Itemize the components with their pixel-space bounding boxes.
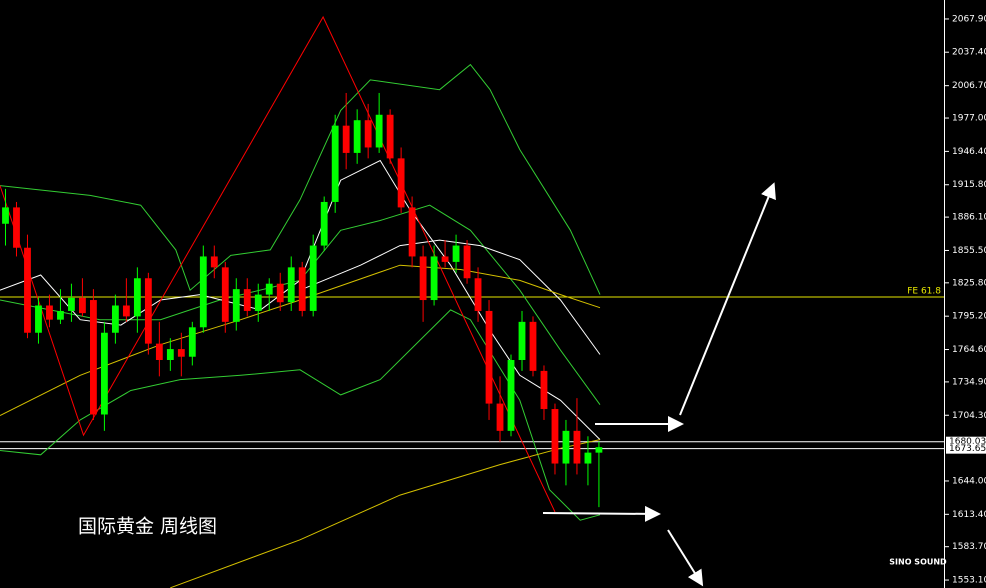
y-tick-label: 2067.90 [952, 14, 986, 24]
y-tick-label: 1644.00 [952, 476, 986, 486]
y-tick-label: 1825.80 [952, 278, 986, 288]
y-tick-label: 1613.40 [952, 510, 986, 520]
candle-body [540, 370, 548, 410]
chart-title: 国际黄金 周线图 [78, 516, 217, 538]
arrow [542, 505, 661, 522]
candle-body [474, 278, 482, 311]
candle-body [221, 267, 229, 322]
candle-body [265, 283, 273, 295]
candle-body [518, 321, 526, 360]
candle-body [507, 359, 515, 431]
candle-body [298, 267, 306, 311]
candle-body [166, 349, 174, 360]
candle-body [353, 120, 361, 153]
candle-body [90, 300, 97, 415]
price-box [946, 436, 986, 447]
indicator-line [299, 239, 601, 355]
price-box-label: 1673.65 [949, 444, 986, 454]
candle-body [595, 447, 603, 453]
candle-body [144, 278, 152, 344]
y-tick-label: 1977.00 [952, 114, 986, 124]
candle-body [529, 321, 537, 371]
candle-body [463, 245, 471, 279]
candle-body [254, 294, 262, 311]
y-tick-label: 1583.70 [952, 542, 986, 552]
arrow [667, 529, 704, 587]
indicator-line [0, 264, 601, 417]
candle-body [452, 245, 460, 262]
candle-body [46, 305, 53, 320]
price-line-label: FE 61.8 [907, 286, 941, 296]
candle-body [13, 207, 20, 248]
candle-body [573, 430, 581, 464]
arrow [679, 182, 776, 416]
candle-body [122, 305, 130, 317]
y-tick-label: 1704.30 [952, 411, 986, 421]
candle-body [243, 289, 251, 311]
candle-body [24, 247, 31, 333]
candle-body [111, 305, 119, 333]
candle-body [2, 207, 9, 224]
y-tick-label: 1915.80 [952, 180, 986, 190]
candle-body [133, 278, 141, 317]
candle-body [320, 201, 328, 246]
candle-body [57, 310, 64, 320]
candle-body [309, 245, 317, 311]
candle-body [68, 297, 75, 311]
indicator-line [0, 159, 601, 440]
candle-body [485, 310, 493, 404]
candle-body [364, 120, 372, 148]
y-tick-label: 1734.90 [952, 377, 986, 387]
candle-body [100, 332, 108, 415]
candle-body [287, 267, 295, 303]
y-tick-label: 2006.70 [952, 81, 986, 91]
candle-body [584, 452, 592, 464]
candle-body [562, 430, 570, 464]
candle-body [276, 283, 284, 303]
price-box-label: 1680.03 [949, 437, 986, 447]
candle-body [177, 349, 185, 357]
candle-body [408, 207, 416, 257]
candle-body [397, 158, 405, 208]
y-tick-label: 1764.60 [952, 345, 986, 355]
candle-body [496, 403, 504, 431]
candle-body [79, 297, 86, 314]
y-tick-label: 1553.10 [952, 576, 986, 586]
y-tick-label: 1886.10 [952, 213, 986, 223]
candle-body [331, 125, 339, 202]
y-tick-label: 1855.50 [952, 246, 986, 256]
candle-body [155, 343, 163, 360]
brand: SINO SOUND [889, 558, 947, 567]
indicator-line [0, 15, 556, 513]
candle-body [419, 256, 427, 301]
candle-body [441, 256, 449, 262]
candle-body [199, 256, 207, 328]
y-tick-label: 1946.40 [952, 147, 986, 157]
candle-body [551, 409, 559, 464]
y-tick-label: 2037.40 [952, 48, 986, 58]
y-tick-label: 1795.20 [952, 312, 986, 322]
indicator-line [0, 63, 601, 295]
candle-body [35, 305, 42, 333]
indicator-line [170, 439, 601, 588]
candle-body [342, 125, 350, 153]
candle-body [375, 114, 383, 148]
candle-body [188, 327, 196, 357]
candle-body [210, 256, 218, 268]
price-box [946, 443, 986, 454]
candle-body [430, 256, 438, 301]
candle-body [386, 114, 394, 159]
candle-body [232, 289, 240, 322]
